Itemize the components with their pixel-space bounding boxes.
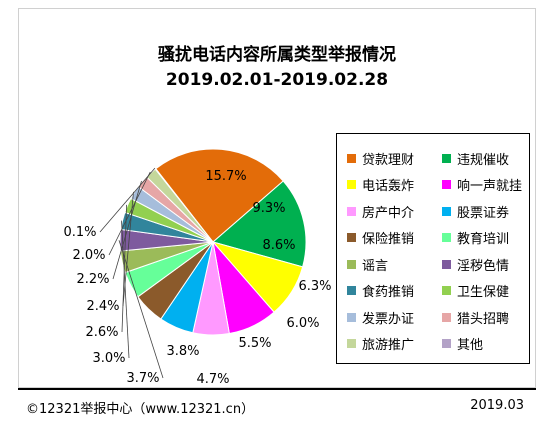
legend-swatch [347,153,356,163]
label-leader-line [122,191,134,307]
legend-label: 贷款理财 [362,152,415,168]
source-credit: ©12321举报中心（www.12321.cn） [26,402,255,417]
legend-item: 电话轰炸 [347,173,414,197]
label-leader-line [112,180,142,280]
legend-swatch [347,233,356,242]
label-leader-line [118,240,164,379]
legend-swatch [347,339,356,348]
pie-slice [211,180,307,268]
legend-item: 其他 [442,332,483,356]
slice-value-label: 2.6% [85,325,118,340]
slice-value-label: 15.7% [205,169,246,184]
legend-swatch [347,286,356,295]
slice-value-label: 8.6% [262,238,295,253]
chart-legend: 贷款理财 违规催收电话轰炸 响一声就挂房产中介 股票证券保险推销 教育培训谣言 淫秽色情食… [336,133,530,364]
slice-value-label: 9.3% [252,201,285,216]
legend-swatch [442,259,451,269]
slice-value-label: 3.0% [92,351,125,366]
legend-swatch [442,339,451,348]
chart-title: 骚扰电话内容所属类型举报情况 [158,45,396,65]
pie-slice [155,148,284,243]
legend-label: 房产中介 [362,205,415,221]
legend-swatch [347,312,356,322]
legend-item: 发票办证 [347,305,414,329]
footer-divider [18,388,536,390]
slice-value-label: 0.1% [63,225,96,240]
legend-label: 发票办证 [362,311,415,327]
slice-value-label: 2.4% [86,299,119,314]
legend-swatch [347,180,356,189]
slice-value-label: 5.5% [238,336,271,351]
legend-label: 响一声就挂 [457,179,523,194]
legend-swatch [347,259,356,269]
label-leader-line [99,167,156,233]
legend-item: 保险推销 [347,226,414,250]
legend-swatch [442,233,451,242]
pie-slice [154,168,214,243]
legend-item: 谣言 [347,252,388,276]
legend-item: 股票证券 [442,199,509,223]
slice-value-label: 2.0% [72,248,105,263]
legend-label: 猎头招聘 [457,311,510,327]
legend-item: 响一声就挂 [442,173,522,197]
legend-swatch [442,312,451,322]
legend-label: 股票证券 [457,205,510,221]
label-leader-line [121,220,130,359]
legend-item: 卫生保健 [442,279,509,303]
legend-item: 房产中介 [347,199,414,223]
legend-label: 谣言 [362,258,389,274]
slice-value-label: 2.2% [76,272,109,287]
slice-value-label: 3.8% [166,344,199,359]
legend-label: 教育培训 [457,232,510,247]
legend-item: 淫秽色情 [442,252,509,276]
legend-swatch [442,180,451,189]
legend-item: 贷款理财 [347,146,414,170]
label-leader-line [121,204,127,333]
legend-item: 教育培训 [442,226,509,250]
legend-swatch [442,153,451,163]
legend-label: 电话轰炸 [362,179,415,194]
legend-swatch [442,206,451,216]
chart-subtitle: 2019.02.01-2019.02.28 [165,70,389,90]
legend-item: 猎头招聘 [442,305,509,329]
legend-item: 违规催收 [442,146,509,170]
slice-value-label: 3.7% [126,371,159,386]
slice-value-label: 6.0% [286,316,319,331]
legend-item: 食药推销 [347,279,414,303]
legend-label: 旅游推广 [362,338,415,353]
legend-swatch [347,206,356,216]
label-leader-line [108,171,151,256]
legend-item: 旅游推广 [347,332,414,356]
legend-swatch [442,286,451,295]
slice-value-label: 6.3% [298,279,331,294]
publish-date: 2019.03 [470,398,524,413]
slice-value-label: 4.7% [196,372,229,387]
legend-label: 其他 [457,338,484,353]
legend-label: 保险推销 [362,232,415,247]
legend-label: 卫生保健 [457,285,510,300]
legend-label: 食药推销 [362,285,415,300]
legend-label: 淫秽色情 [457,258,510,274]
chart-panel [18,8,536,388]
legend-label: 违规催收 [457,152,510,168]
